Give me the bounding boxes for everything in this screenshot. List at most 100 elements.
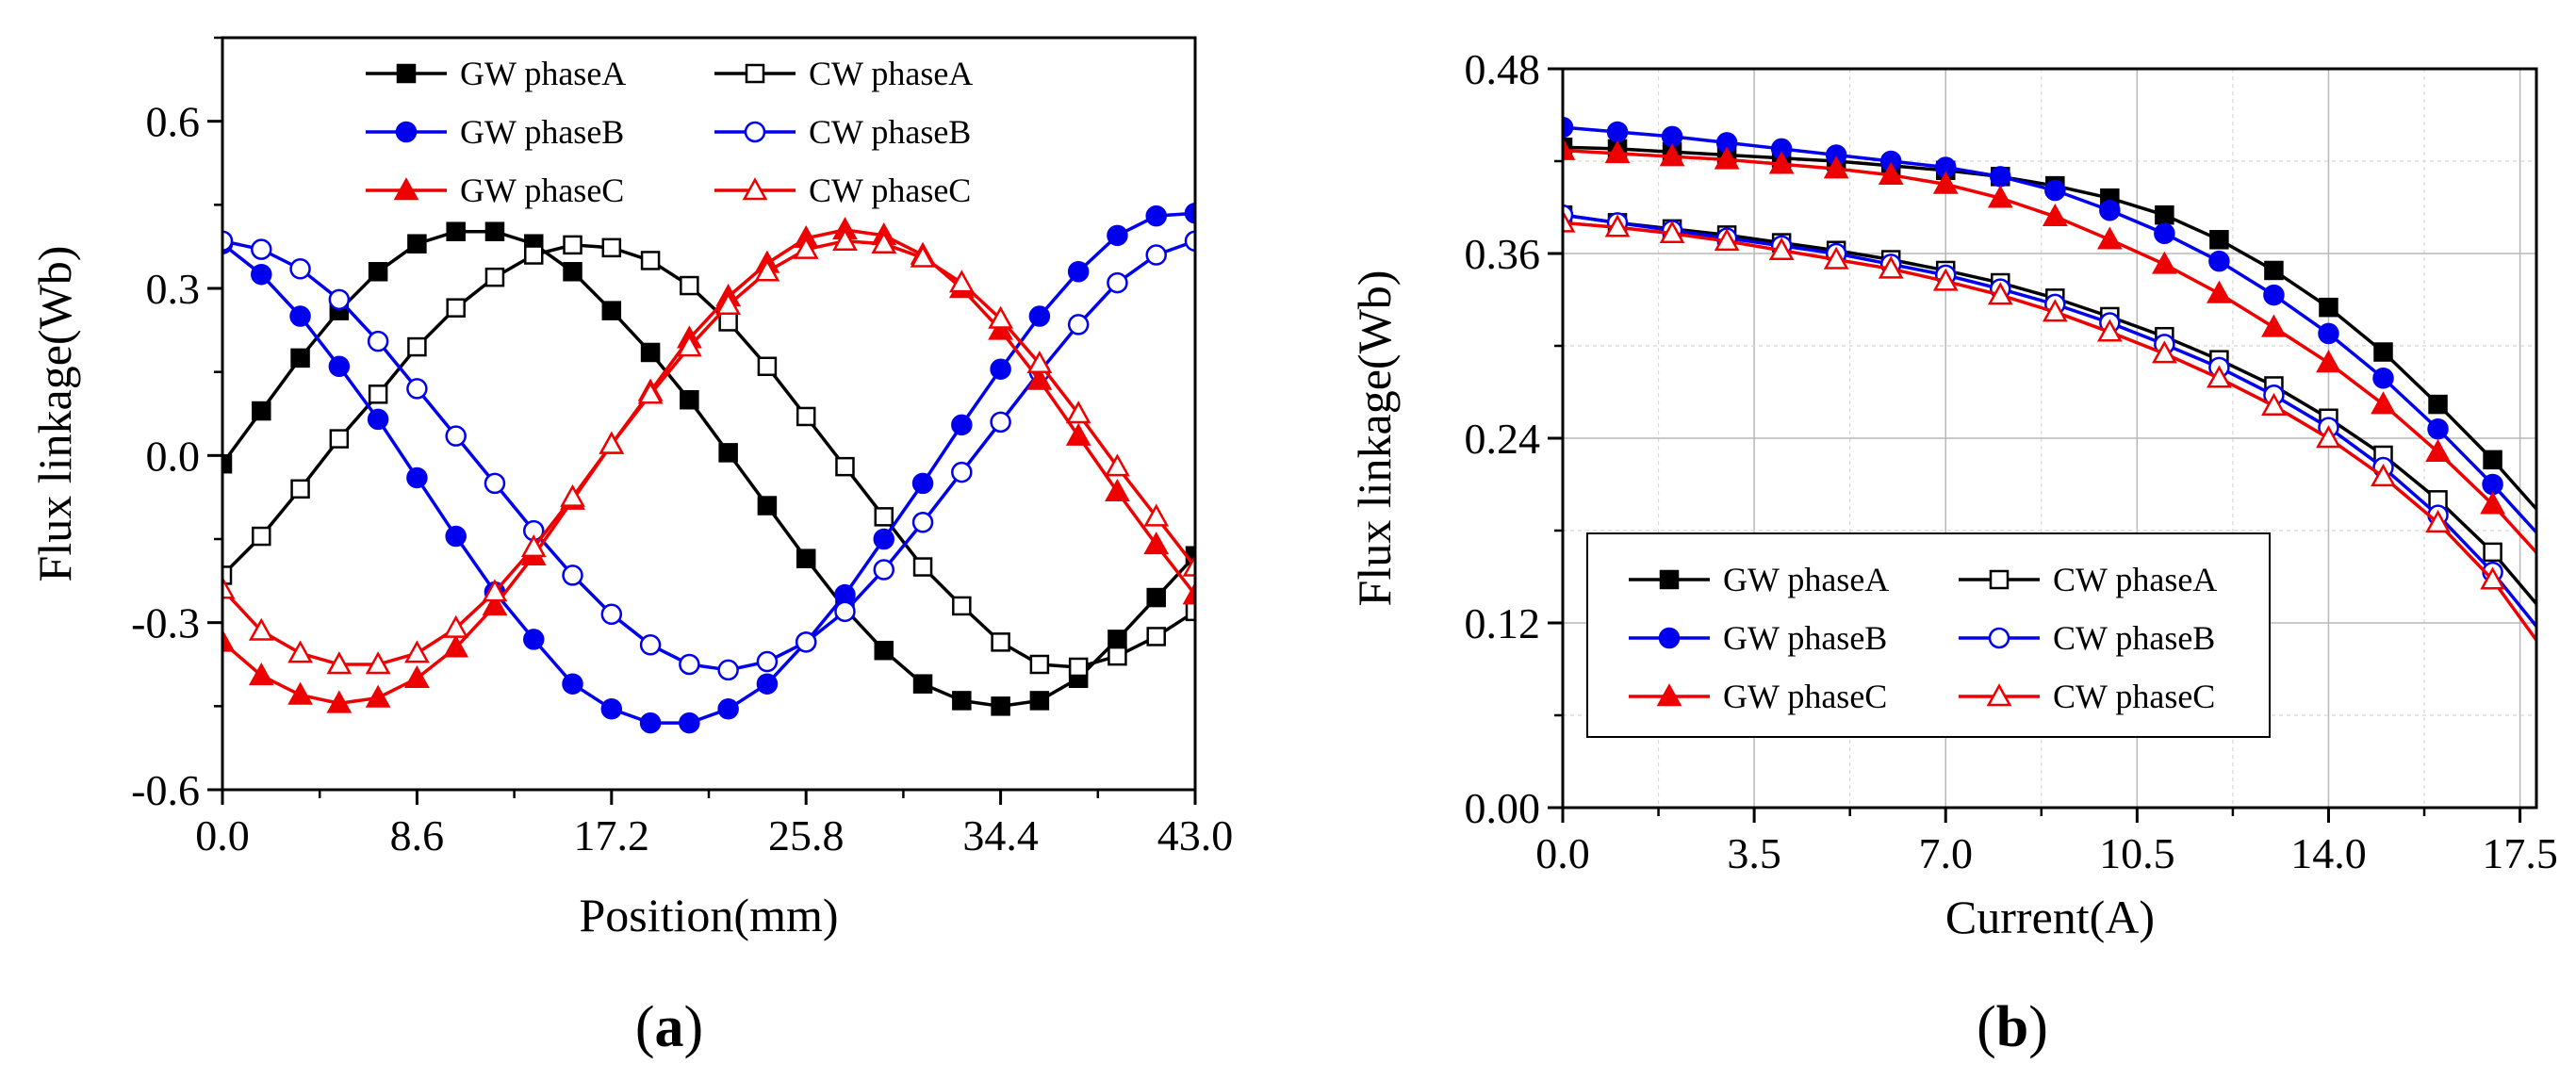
data-point-gw-phasec — [1143, 532, 1170, 555]
data-point-cw-phaseb — [990, 411, 1011, 434]
data-point-cw-phasec — [365, 651, 391, 675]
data-point-cw-phasec — [871, 230, 897, 254]
data-point-cw-phasea — [952, 596, 972, 616]
data-point-cw-phasea — [1185, 601, 1195, 622]
data-point-gw-phasec — [2371, 391, 2396, 415]
x-axis-label: Current(A) — [1945, 891, 2155, 943]
data-point-cw-phaseb — [795, 631, 817, 653]
panel-label-letter: a — [655, 995, 684, 1059]
data-point-cw-phaseb — [951, 461, 973, 483]
data-point-cw-phaseb — [289, 258, 311, 280]
x-tick-label: 17.5 — [2482, 829, 2558, 877]
legend-label: CW phaseB — [2053, 619, 2215, 657]
data-point-gw-phasec — [2207, 280, 2232, 303]
legend-label: CW phaseA — [809, 55, 973, 92]
legend-label: GW phaseA — [460, 55, 626, 92]
data-point-cw-phasec — [2425, 510, 2451, 533]
legend-marker-gw-phasea — [396, 63, 417, 84]
data-point-cw-phasec — [1987, 282, 2013, 305]
data-point-cw-phasec — [1768, 237, 1795, 260]
legend-item-gw-phasec: GW phaseC — [1629, 678, 1887, 715]
x-tick-label: 34.4 — [962, 811, 1039, 859]
data-point-cw-phasec — [1143, 503, 1170, 527]
data-point-gw-phasea — [2264, 260, 2284, 281]
data-point-cw-phasea — [2539, 608, 2556, 625]
legend: GW phaseA CW phaseA GW phaseB CW phaseB GW p… — [366, 55, 973, 209]
legend-item-gw-phaseb: GW phaseB — [1629, 619, 1887, 657]
data-point-cw-phasea — [835, 456, 855, 477]
data-point-cw-phasec — [2151, 340, 2177, 364]
legend-marker-cw-phasec — [742, 177, 768, 201]
data-point-cw-phasea — [640, 251, 661, 270]
y-tick-label: 0.12 — [1465, 599, 1541, 647]
data-point-cw-phasec — [1878, 255, 1904, 279]
data-point-gw-phasea — [2483, 450, 2502, 470]
data-point-gw-phasea — [796, 548, 816, 568]
data-point-cw-phaseb — [484, 472, 506, 495]
data-point-gw-phaseb — [2099, 200, 2121, 221]
x-tick-label: 17.2 — [574, 811, 650, 859]
data-point-gw-phaseb — [289, 305, 311, 327]
data-point-gw-phaseb — [2427, 417, 2449, 440]
data-point-gw-phaseb — [990, 358, 1011, 380]
legend-marker-gw-phasec — [393, 177, 419, 201]
data-point-cw-phasec — [326, 651, 353, 675]
series-group — [222, 202, 1195, 734]
data-point-cw-phasec — [2042, 299, 2068, 322]
legend: GW phaseA CW phaseA GW phaseB CW phaseB GW p… — [1586, 532, 2271, 738]
data-point-gw-phaseb — [367, 408, 389, 431]
data-point-cw-phasec — [2371, 464, 2396, 487]
legend-box — [1586, 532, 2271, 738]
data-point-cw-phasec — [404, 640, 430, 663]
data-point-cw-phaseb — [251, 238, 272, 260]
data-point-gw-phasea — [222, 453, 233, 474]
legend-item-gw-phasea: GW phaseA — [1629, 561, 1889, 598]
data-point-gw-phasea — [290, 348, 310, 368]
legend-label: CW phaseB — [809, 113, 971, 151]
data-point-gw-phaseb — [2538, 535, 2557, 554]
data-point-cw-phasec — [715, 291, 742, 315]
data-point-cw-phasea — [368, 385, 388, 404]
axis-ticks: 0.0 8.6 17.2 25.8 34.4 43.0 -0.6 -0.3 0.0 0.3 0.6 — [131, 36, 1234, 859]
data-point-cw-phasec — [1563, 209, 1576, 233]
data-point-gw-phasec — [222, 629, 236, 652]
data-point-gw-phasec — [988, 317, 1013, 340]
data-point-gw-phasec — [1714, 146, 1740, 170]
data-point-gw-phaseb — [1990, 166, 2011, 188]
x-tick-label: 10.5 — [2099, 829, 2175, 877]
data-point-gw-phasea — [640, 342, 661, 363]
data-point-gw-phasea — [252, 401, 271, 421]
data-point-gw-phasea — [680, 389, 699, 410]
legend-label: GW phaseA — [1723, 561, 1889, 598]
data-point-cw-phasec — [2207, 365, 2232, 388]
data-point-cw-phasec — [948, 270, 975, 293]
data-point-gw-phasea — [2155, 205, 2174, 225]
data-point-cw-phasea — [796, 406, 816, 427]
data-point-gw-phaseb — [406, 466, 428, 489]
y-tick-label: 0.3 — [146, 265, 201, 313]
legend-marker-cw-phaseb — [1988, 627, 2010, 649]
series-group — [1563, 116, 2557, 665]
data-point-gw-phasec — [326, 690, 353, 713]
y-tick-label: 0.6 — [146, 98, 201, 146]
data-point-gw-phaseb — [1563, 116, 1574, 139]
data-point-gw-phaseb — [1028, 305, 1051, 327]
axis-ticks: 0.0 3.5 7.0 10.5 14.0 17.5 0.00 0.12 0.24 0.36 0.4… — [1465, 45, 2558, 877]
data-point-cw-phaseb — [600, 603, 623, 626]
x-tick-label: 14.0 — [2290, 829, 2367, 877]
data-point-cw-phasea — [991, 632, 1010, 652]
data-point-gw-phasec — [1065, 422, 1091, 446]
data-point-cw-phasea — [446, 298, 466, 318]
series-line-cw-phasec — [222, 238, 1195, 666]
legend-label: CW phaseA — [2053, 561, 2217, 598]
data-point-gw-phasea — [2539, 513, 2556, 530]
data-point-gw-phaseb — [911, 472, 934, 495]
x-tick-label: 43.0 — [1157, 811, 1234, 859]
data-point-cw-phasea — [912, 557, 933, 577]
legend-label: GW phaseB — [460, 113, 624, 151]
data-point-gw-phasec — [1604, 140, 1631, 164]
data-point-cw-phaseb — [1184, 230, 1195, 253]
data-point-gw-phaseb — [2482, 473, 2503, 496]
legend-item-cw-phasea: CW phaseA — [714, 55, 973, 92]
